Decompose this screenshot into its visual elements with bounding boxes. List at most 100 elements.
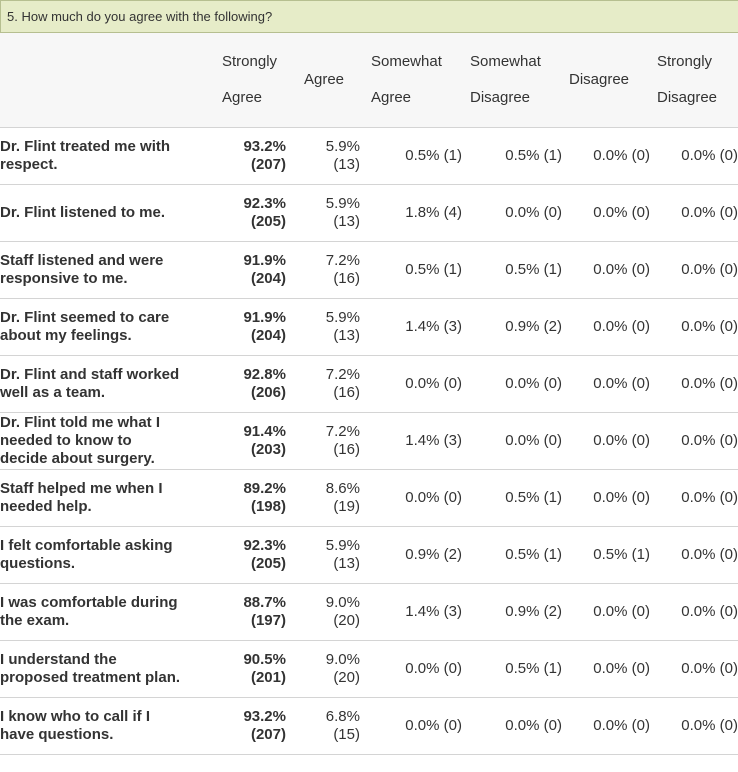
cell-strongly-agree-line: 90.5%: [243, 650, 286, 668]
cell-agree: 5.9% (13): [286, 127, 360, 185]
cell-somewhat-disagree: 0.5% (1): [462, 469, 562, 527]
row-question-label-line: I was comfortable during: [0, 593, 178, 611]
cell-strongly-agree-line: (206): [250, 383, 286, 401]
cell-strongly-agree-line: (203): [250, 440, 286, 458]
cell-somewhat-agree: 0.0% (0): [360, 355, 462, 413]
cell-strongly-agree-line: 93.2%: [243, 707, 286, 725]
cell-agree-line: 8.6%: [325, 479, 360, 497]
results-table: Strongly Agree Agree Somewhat Agree Some…: [0, 33, 738, 755]
cell-agree: 7.2% (16): [286, 412, 360, 470]
cell-strongly-agree: 90.5% (201): [212, 640, 286, 698]
row-question-label-line: responsive to me.: [0, 269, 128, 287]
cell-disagree: 0.0% (0): [562, 298, 650, 356]
cell-somewhat-agree: 1.4% (3): [360, 298, 462, 356]
row-question-label: I felt comfortable asking questions.: [0, 526, 212, 584]
cell-strongly-agree-line: 93.2%: [243, 137, 286, 155]
cell-somewhat-disagree: 0.5% (1): [462, 640, 562, 698]
cell-somewhat-agree: 0.0% (0): [360, 697, 462, 755]
cell-somewhat-agree: 0.5% (1): [360, 127, 462, 185]
cell-strongly-agree-line: (207): [250, 725, 286, 743]
cell-strongly-agree-line: (205): [250, 212, 286, 230]
cell-strongly-disagree: 0.0% (0): [650, 526, 738, 584]
header-strongly-agree: Strongly Agree: [212, 33, 286, 128]
cell-strongly-agree-line: (205): [250, 554, 286, 572]
cell-agree: 6.8% (15): [286, 697, 360, 755]
cell-somewhat-agree: 1.8% (4): [360, 184, 462, 242]
row-question-label-line: questions.: [0, 554, 76, 572]
cell-strongly-agree-line: (204): [250, 269, 286, 287]
row-question-label-line: I know who to call if I: [0, 707, 151, 725]
cell-agree: 7.2% (16): [286, 355, 360, 413]
cell-agree-line: 5.9%: [325, 536, 360, 554]
header-disagree: Disagree: [562, 33, 650, 128]
cell-strongly-agree: 92.3% (205): [212, 526, 286, 584]
cell-strongly-agree-line: 92.8%: [243, 365, 286, 383]
cell-strongly-disagree: 0.0% (0): [650, 640, 738, 698]
cell-somewhat-agree: 1.4% (3): [360, 583, 462, 641]
cell-somewhat-disagree: 0.9% (2): [462, 583, 562, 641]
cell-agree-line: (13): [333, 554, 360, 572]
header-somewhat-agree: Somewhat Agree: [360, 33, 462, 128]
cell-strongly-agree: 92.8% (206): [212, 355, 286, 413]
cell-somewhat-disagree: 0.5% (1): [462, 127, 562, 185]
question-title-bar: 5. How much do you agree with the follow…: [0, 0, 738, 33]
row-question-label-line: respect.: [0, 155, 58, 173]
cell-strongly-agree-line: (207): [250, 155, 286, 173]
row-question-label: Staff listened and were responsive to me.: [0, 241, 212, 299]
cell-agree-line: 7.2%: [325, 422, 360, 440]
cell-agree-line: 5.9%: [325, 137, 360, 155]
cell-strongly-agree-line: 92.3%: [243, 194, 286, 212]
row-question-label-line: needed help.: [0, 497, 92, 515]
cell-strongly-disagree: 0.0% (0): [650, 184, 738, 242]
table-row: Staff listened and were responsive to me.…: [0, 241, 738, 299]
cell-agree-line: (13): [333, 212, 360, 230]
row-question-label-line: Dr. Flint seemed to care: [0, 308, 170, 326]
row-question-label: I was comfortable during the exam.: [0, 583, 212, 641]
row-question-label-line: Dr. Flint listened to me.: [0, 203, 166, 221]
cell-agree: 5.9% (13): [286, 298, 360, 356]
table-row: I was comfortable during the exam. 88.7% (1…: [0, 583, 738, 641]
header-somewhat-disagree: Somewhat Disagree: [462, 33, 562, 128]
cell-somewhat-disagree: 0.9% (2): [462, 298, 562, 356]
cell-disagree: 0.0% (0): [562, 412, 650, 470]
cell-somewhat-agree: 0.9% (2): [360, 526, 462, 584]
cell-strongly-agree: 91.9% (204): [212, 298, 286, 356]
question-title: 5. How much do you agree with the follow…: [7, 9, 273, 24]
cell-strongly-agree-line: 91.9%: [243, 251, 286, 269]
cell-agree: 9.0% (20): [286, 640, 360, 698]
cell-agree-line: 7.2%: [325, 251, 360, 269]
cell-agree-line: 9.0%: [325, 650, 360, 668]
table-row: Dr. Flint and staff worked well as a team…: [0, 355, 738, 413]
cell-strongly-disagree: 0.0% (0): [650, 298, 738, 356]
header-strongly-disagree: Strongly Disagree: [650, 33, 738, 128]
cell-somewhat-agree: 0.0% (0): [360, 640, 462, 698]
cell-somewhat-disagree: 0.5% (1): [462, 526, 562, 584]
cell-agree-line: (16): [333, 440, 360, 458]
cell-strongly-disagree: 0.0% (0): [650, 697, 738, 755]
cell-disagree: 0.5% (1): [562, 526, 650, 584]
cell-disagree: 0.0% (0): [562, 583, 650, 641]
row-question-label-line: decide about surgery.: [0, 449, 155, 467]
cell-disagree: 0.0% (0): [562, 355, 650, 413]
row-question-label-line: the exam.: [0, 611, 70, 629]
cell-agree-line: (20): [333, 668, 360, 686]
cell-disagree: 0.0% (0): [562, 469, 650, 527]
row-question-label-line: Dr. Flint told me what I: [0, 413, 161, 431]
cell-strongly-agree: 91.9% (204): [212, 241, 286, 299]
header-row: Strongly Agree Agree Somewhat Agree Some…: [0, 33, 738, 128]
table-row: I understand the proposed treatment plan.…: [0, 640, 738, 698]
cell-strongly-disagree: 0.0% (0): [650, 412, 738, 470]
cell-agree: 7.2% (16): [286, 241, 360, 299]
cell-agree-line: (16): [333, 383, 360, 401]
row-question-label: Dr. Flint treated me with respect.: [0, 127, 212, 185]
row-question-label-line: about my feelings.: [0, 326, 132, 344]
cell-somewhat-disagree: 0.0% (0): [462, 412, 562, 470]
cell-agree-line: (13): [333, 326, 360, 344]
cell-agree-line: (15): [333, 725, 360, 743]
cell-somewhat-disagree: 0.0% (0): [462, 697, 562, 755]
